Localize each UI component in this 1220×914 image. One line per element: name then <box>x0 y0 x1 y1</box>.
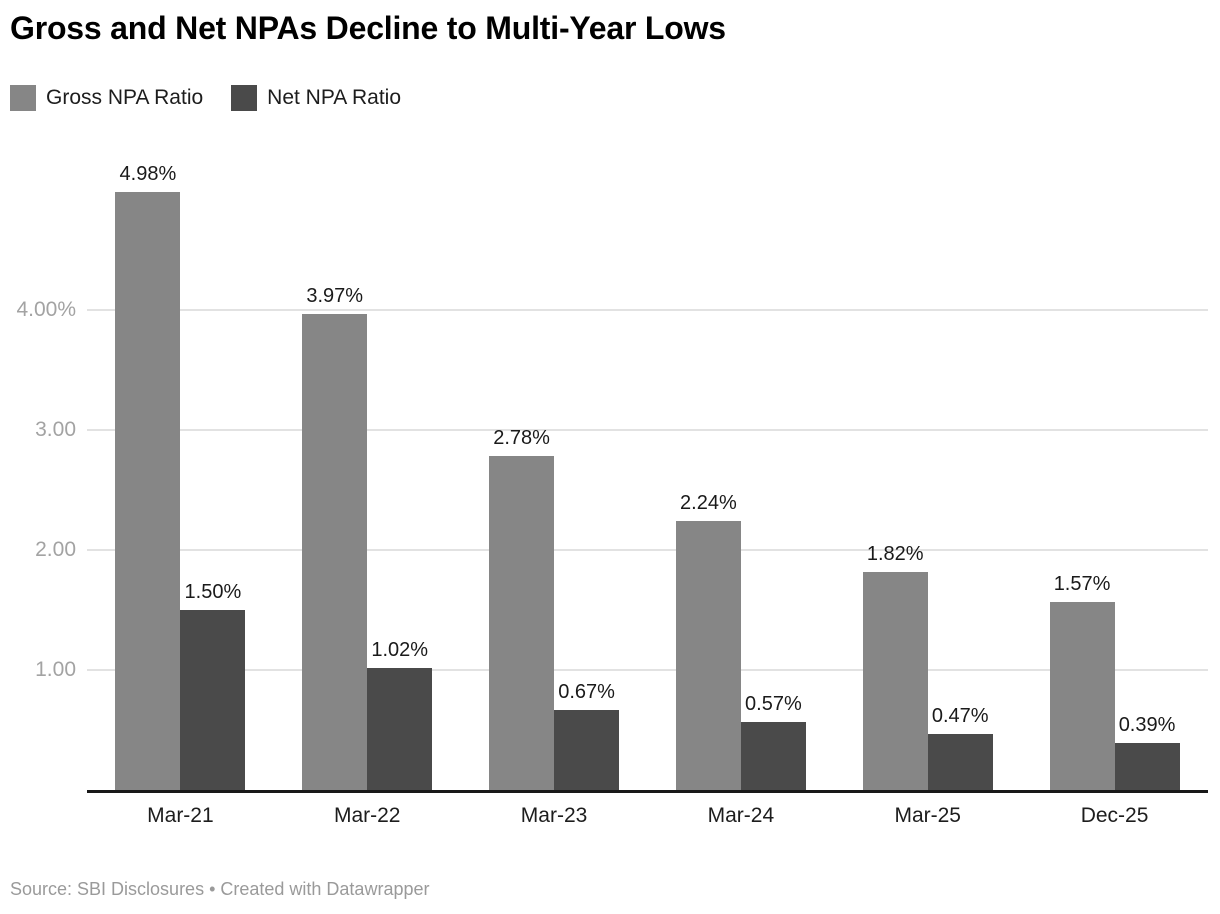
x-tick-label: Mar-22 <box>333 804 401 827</box>
bar-wrap: 0.67% <box>554 681 620 790</box>
bar-gross-npa-ratio <box>489 456 555 790</box>
bar-group-mar-24: 2.24% 0.57% <box>647 145 834 790</box>
x-axis-labels: Mar-21 Mar-22 Mar-23 Mar-24 Mar-25 Dec-25 <box>87 804 1208 828</box>
bar-net-npa-ratio <box>740 721 806 790</box>
bar-wrap: 2.24% <box>675 492 741 790</box>
y-tick-label: 4.00% <box>16 298 76 321</box>
x-tick-label: Mar-23 <box>520 804 588 827</box>
legend: Gross NPA Ratio Net NPA Ratio <box>10 85 401 111</box>
x-tick-label: Dec-25 <box>1080 804 1149 827</box>
legend-label: Net NPA Ratio <box>267 86 402 109</box>
bar-wrap: 1.02% <box>367 639 433 790</box>
bar-gross-npa-ratio <box>302 313 368 790</box>
bar-value-label: 1.50% <box>184 581 242 603</box>
bar-gross-npa-ratio <box>675 521 741 790</box>
bar-wrap: 1.50% <box>180 581 246 790</box>
gridline <box>87 429 1208 431</box>
x-tick-label: Mar-24 <box>707 804 775 827</box>
legend-item-net: Net NPA Ratio <box>231 85 401 111</box>
bar-net-npa-ratio <box>1114 743 1180 790</box>
bar-group-dec-25: 1.57% 0.39% <box>1021 145 1208 790</box>
legend-label: Gross NPA Ratio <box>46 86 204 109</box>
bar-value-label: 2.24% <box>680 492 737 515</box>
source-attribution: Source: SBI Disclosures • Created with D… <box>10 879 430 899</box>
y-tick-label: 3.00 <box>35 418 76 441</box>
gridline <box>87 669 1208 671</box>
bar-value-label: 1.02% <box>371 638 429 661</box>
bar-value-label: 4.98% <box>119 163 177 186</box>
bar-group-mar-23: 2.78% 0.67% <box>461 145 648 790</box>
bar-group-mar-25: 1.82% 0.47% <box>834 145 1021 790</box>
plot-area: 4.98% 1.50% 3.97% 1.02% 2.78% 0.67% 2.24% 0.57%… <box>16 145 1208 793</box>
bar-gross-npa-ratio <box>1049 601 1115 790</box>
gridline <box>87 309 1208 311</box>
bar-wrap: 0.47% <box>927 705 993 790</box>
bar-value-label: 0.57% <box>745 692 802 715</box>
legend-swatch-net <box>231 85 258 111</box>
bar-value-label: 1.57% <box>1053 572 1111 595</box>
bar-value-label: 0.39% <box>1118 714 1176 737</box>
legend-swatch-gross <box>10 85 36 111</box>
bar-wrap: 3.97% <box>302 285 368 790</box>
y-tick-label: 1.00 <box>35 658 76 681</box>
bar-wrap: 0.57% <box>740 693 806 790</box>
bar-group-mar-21: 4.98% 1.50% <box>87 145 274 790</box>
gridline <box>87 549 1208 551</box>
bar-wrap: 1.82% <box>862 543 928 790</box>
bar-group-mar-22: 3.97% 1.02% <box>274 145 461 790</box>
bar-gross-npa-ratio <box>115 192 181 790</box>
chart-title: Gross and Net NPAs Decline to Multi-Year… <box>10 10 726 46</box>
bar-gross-npa-ratio <box>862 571 928 790</box>
legend-item-gross: Gross NPA Ratio <box>10 85 203 111</box>
y-tick-label: 2.00 <box>35 538 76 561</box>
bar-net-npa-ratio <box>367 667 433 790</box>
bar-value-label: 1.82% <box>866 542 924 565</box>
bar-groups: 4.98% 1.50% 3.97% 1.02% 2.78% 0.67% 2.24% 0.57%… <box>87 145 1208 790</box>
bar-value-label: 2.78% <box>493 427 550 450</box>
bar-net-npa-ratio <box>927 733 993 790</box>
bar-wrap: 0.39% <box>1114 714 1180 790</box>
bar-wrap: 2.78% <box>489 427 555 790</box>
bar-value-label: 3.97% <box>306 284 364 307</box>
bar-wrap: 4.98% <box>115 163 181 790</box>
x-tick-label: Mar-21 <box>147 804 214 827</box>
bar-net-npa-ratio <box>180 610 246 790</box>
bar-value-label: 0.47% <box>931 704 989 727</box>
bar-net-npa-ratio <box>554 709 620 790</box>
bar-value-label: 0.67% <box>558 680 615 703</box>
x-tick-label: Mar-25 <box>894 804 961 827</box>
bar-wrap: 1.57% <box>1049 573 1115 790</box>
